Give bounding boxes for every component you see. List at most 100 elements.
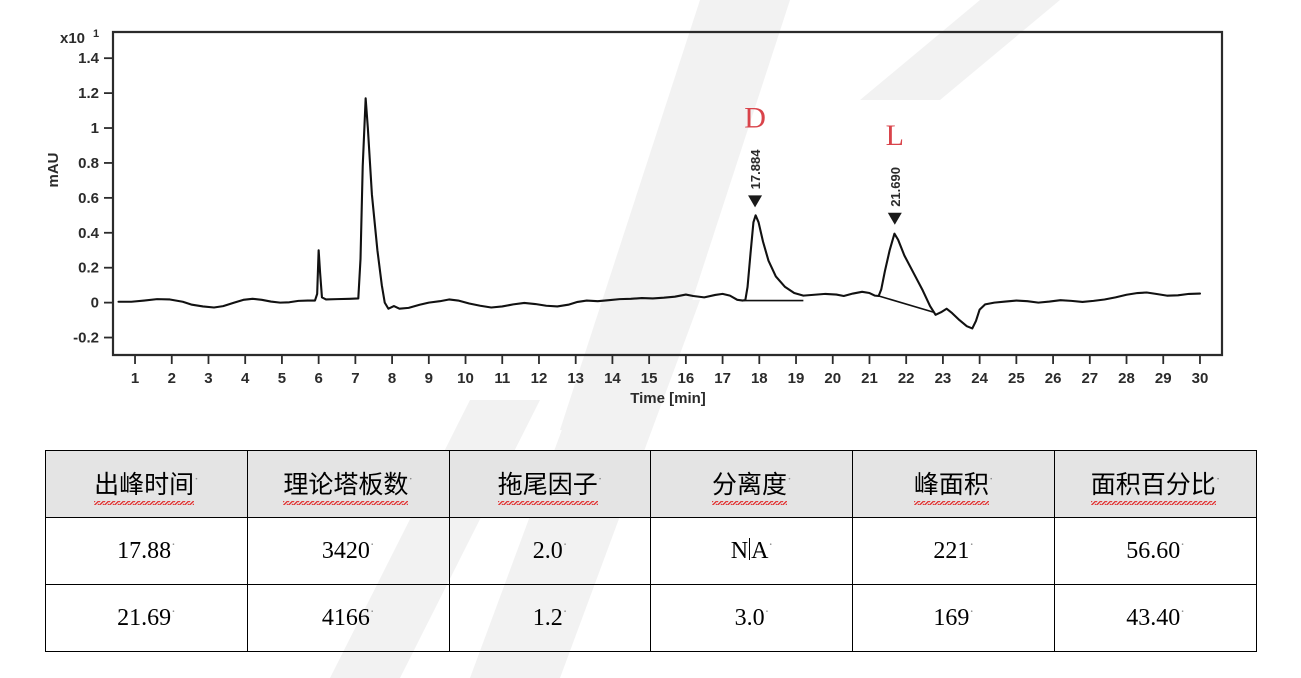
x-tick-label: 24 — [971, 370, 988, 387]
cell-value: 1.2 — [532, 604, 563, 631]
cell-mark: · — [1180, 537, 1185, 553]
cell-mark: · — [969, 604, 975, 620]
cell-value: 17.88 — [117, 537, 172, 564]
table-header-row: 出峰时间· 理论塔板数· 拖尾因子· 分离度· 峰面积· 面积百分比· — [45, 450, 1257, 518]
x-tick-label: 17 — [714, 370, 731, 387]
x-tick-label: 23 — [935, 370, 952, 387]
table-body: 17.88· 3420· 2.0· N A· 221· 56.60· 21.69· 4166· 1… — [45, 517, 1257, 652]
table-cell[interactable]: 56.60· — [1054, 517, 1257, 585]
table-cell[interactable]: 3.0· — [650, 584, 854, 652]
column-header-resolution: 分离度· — [650, 450, 854, 518]
x-tick-label: 9 — [425, 370, 433, 387]
text-cursor — [749, 537, 751, 561]
table-cell[interactable]: N A· — [650, 517, 854, 585]
x-tick-label: 10 — [457, 370, 474, 387]
x-tick-label: 18 — [751, 370, 768, 387]
y-tick-label: 1.2 — [78, 85, 99, 102]
x-tick-label: 25 — [1008, 370, 1025, 387]
column-header-area-percent-label: 面积百分比 — [1090, 465, 1216, 505]
table-cell[interactable]: 3420· — [246, 517, 450, 585]
table-cell[interactable]: 43.40· — [1054, 584, 1257, 652]
x-axis-title: Time [min] — [630, 390, 706, 407]
table-cell[interactable]: 17.88· — [45, 517, 248, 585]
x-tick-label: 29 — [1155, 370, 1172, 387]
x-tick-label: 2 — [168, 370, 176, 387]
cell-value: 2.0 — [532, 537, 563, 564]
header-mark: · — [194, 472, 199, 488]
x-axis-tick-labels: 1 2 3 4 5 6 7 8 9 10 11 12 13 14 15 16 17 18 19 20 21 22 23 24 2… — [131, 370, 1208, 387]
cell-mark: · — [369, 604, 375, 620]
cell-mark: · — [562, 537, 568, 553]
cell-value: 21.69 — [117, 604, 172, 631]
column-header-tailing-factor: 拖尾因子· — [448, 450, 652, 518]
cell-mark: · — [562, 604, 568, 620]
cell-value: 3.0 — [734, 604, 765, 631]
y-tick-label: 0.8 — [78, 155, 99, 172]
y-axis-title: mAU — [45, 152, 62, 187]
axis-frame — [111, 30, 1224, 357]
x-tick-label: 11 — [494, 370, 510, 387]
cell-mark: · — [969, 537, 975, 553]
header-mark: · — [988, 472, 994, 488]
cell-mark: · — [171, 604, 176, 620]
cell-value: 43.40 — [1126, 604, 1181, 631]
column-header-area-percent: 面积百分比· — [1054, 450, 1257, 518]
y-axis-exponent-base: x10 — [60, 30, 85, 47]
column-header-theoretical-plates-label: 理论塔板数 — [283, 465, 409, 505]
x-tick-label: 4 — [241, 370, 250, 387]
y-tick-label: 0 — [91, 295, 99, 312]
y-tick-label: -0.2 — [73, 330, 99, 347]
y-axis-exponent-power: 1 — [93, 28, 99, 40]
cell-value: 169 — [933, 604, 970, 631]
x-tick-label: 30 — [1192, 370, 1209, 387]
x-tick-label: 27 — [1081, 370, 1098, 387]
results-table-container: 出峰时间· 理论塔板数· 拖尾因子· 分离度· 峰面积· 面积百分比· — [45, 450, 1257, 652]
x-tick-label: 21 — [861, 370, 878, 387]
x-tick-label: 15 — [641, 370, 658, 387]
cell-value: 56.60 — [1126, 537, 1181, 564]
peak-results-table: 出峰时间· 理论塔板数· 拖尾因子· 分离度· 峰面积· 面积百分比· — [45, 450, 1257, 652]
x-tick-label: 19 — [788, 370, 805, 387]
table-cell[interactable]: 169· — [852, 584, 1056, 652]
x-tick-label: 28 — [1118, 370, 1135, 387]
y-tick-label: 1.4 — [78, 50, 100, 67]
header-mark: · — [408, 472, 414, 488]
peak-label-d: D — [744, 101, 766, 134]
peak-marker-arrow-l — [887, 212, 902, 225]
table-cell[interactable]: 4166· — [246, 584, 450, 652]
cell-mark: · — [171, 537, 176, 553]
x-axis-ticks — [134, 355, 1201, 364]
column-header-peak-area-label: 峰面积 — [913, 465, 989, 505]
table-row: 17.88· 3420· 2.0· N A· 221· 56.60· — [45, 517, 1257, 585]
table-cell[interactable]: 1.2· — [448, 584, 652, 652]
column-header-retention-time-label: 出峰时间 — [94, 465, 195, 505]
table-cell[interactable]: 21.69· — [45, 584, 248, 652]
table-cell[interactable]: 2.0· — [448, 517, 652, 585]
header-mark: · — [787, 472, 792, 488]
peak-marker-arrow-d — [748, 195, 763, 208]
cell-mark: · — [1180, 604, 1185, 620]
header-mark: · — [597, 472, 603, 488]
x-tick-label: 26 — [1045, 370, 1062, 387]
x-tick-label: 8 — [388, 370, 396, 387]
chromatogram-plot: 1 2 3 4 5 6 7 8 9 10 11 12 13 14 15 16 17 18 19 20 21 22 23 24 2… — [45, 28, 1224, 407]
table-cell[interactable]: 221· — [852, 517, 1056, 585]
peak-retention-time-l: 21.690 — [888, 167, 903, 207]
y-tick-label: 1 — [91, 120, 99, 137]
peak-label-l: L — [886, 119, 904, 152]
cell-mark: · — [764, 604, 770, 620]
baseline-peak-l — [877, 294, 934, 313]
column-header-peak-area: 峰面积· — [852, 450, 1056, 518]
x-tick-label: 13 — [567, 370, 584, 387]
y-axis-ticks — [104, 57, 113, 339]
cell-value: 221 — [933, 537, 970, 564]
y-tick-label: 0.2 — [78, 260, 99, 277]
x-tick-label: 3 — [204, 370, 212, 387]
column-header-resolution-label: 分离度 — [712, 465, 788, 505]
x-tick-label: 5 — [278, 370, 286, 387]
column-header-retention-time: 出峰时间· — [45, 450, 248, 518]
y-axis-tick-labels: -0.2 0 0.2 0.4 0.6 0.8 1 1.2 1.4 — [73, 50, 100, 346]
x-tick-label: 16 — [678, 370, 695, 387]
column-header-tailing-factor-label: 拖尾因子 — [497, 465, 598, 505]
